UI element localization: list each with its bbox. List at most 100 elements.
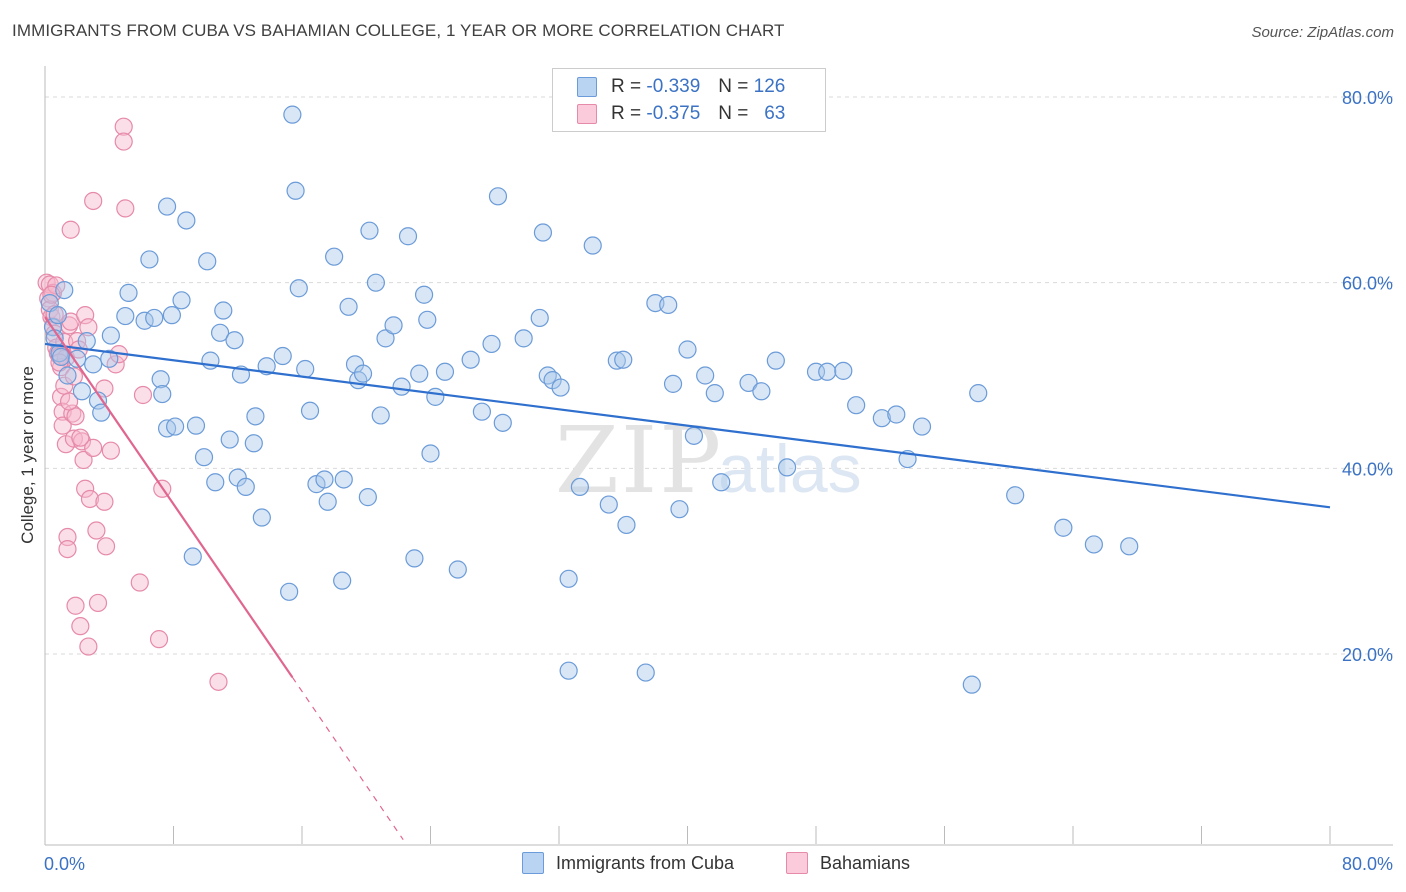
cuba-point [493, 413, 512, 432]
bahamians-point [74, 450, 93, 470]
cuba-point [766, 351, 785, 370]
cuba-point [225, 331, 244, 350]
cuba-point [962, 675, 981, 694]
cuba-point [339, 297, 358, 316]
cuba-point [614, 350, 633, 369]
bottom-legend-cuba: Immigrants from Cuba [522, 852, 734, 874]
cuba-point [257, 357, 276, 376]
cuba-point [151, 370, 170, 389]
cuba-point [617, 515, 636, 535]
cuba-point [353, 364, 373, 383]
bahamians-point [64, 367, 84, 386]
cuba-point [435, 362, 455, 381]
cuba-point [88, 391, 108, 410]
n-value: 126 [753, 76, 786, 97]
bahamians-swatch [786, 852, 808, 874]
cuba-point [68, 349, 87, 368]
cuba-point [636, 663, 655, 682]
bahamians-point [88, 593, 108, 613]
bahamians-point [63, 404, 82, 423]
cuba-point [1054, 518, 1073, 537]
cuba-point [334, 470, 353, 489]
source-label: Source: ZipAtlas.com [1251, 24, 1394, 41]
cuba-point [670, 500, 689, 519]
cuba-point [166, 417, 185, 436]
bahamians-point [71, 617, 90, 636]
cuba-point [286, 181, 305, 200]
cuba-point [705, 384, 724, 403]
bahamians-point [133, 385, 153, 405]
tick-labels: 20.0% 40.0% 60.0% 80.0% 0.0% 80.0% [44, 88, 1393, 874]
cuba-point [153, 384, 172, 404]
cuba-point [1120, 537, 1139, 556]
x-tick-label: 0.0% [44, 854, 85, 874]
cuba-point [912, 417, 932, 436]
bahamians-point [130, 573, 149, 592]
cuba-point [172, 291, 191, 310]
legend-label-bahamians: Bahamians [820, 852, 911, 873]
cuba-point [84, 355, 103, 374]
cuba-point [358, 488, 377, 507]
cuba-point [101, 326, 120, 345]
cuba-point [410, 364, 429, 383]
cuba-point [514, 329, 533, 348]
cuba-point [818, 362, 837, 381]
cuba-point [421, 444, 440, 463]
bahamians-point [80, 489, 100, 509]
cuba-point [183, 547, 202, 566]
cuba-point [418, 310, 437, 329]
cuba-point [77, 332, 96, 351]
bahamians-point [66, 596, 85, 615]
y-tick-label: 80.0% [1342, 88, 1393, 108]
cuba-point [559, 569, 578, 588]
cuba-point [289, 279, 308, 298]
cuba-point [325, 247, 344, 266]
bahamians-point [101, 441, 120, 460]
bahamians-point [95, 492, 114, 511]
cuba-point [283, 105, 302, 124]
cuba-point [659, 295, 678, 315]
cuba-point [1006, 486, 1025, 505]
cuba-point [752, 382, 771, 401]
cuba-point [371, 406, 390, 425]
gridlines [45, 96, 1393, 655]
bahamians-point [79, 318, 98, 337]
cuba-point [607, 351, 626, 370]
axes [44, 66, 1393, 846]
correlation-legend: R = -0.339 N = 126 R = -0.375 N = 63 [552, 68, 826, 132]
n-label: N = [718, 76, 749, 97]
cuba-point [663, 374, 683, 393]
y-tick-label: 40.0% [1342, 459, 1393, 479]
bahamians-point [61, 220, 80, 239]
cuba-point [246, 407, 265, 426]
cuba-point [482, 334, 501, 354]
cuba-point [739, 373, 758, 393]
cuba-point [887, 405, 906, 424]
cuba-point [969, 384, 988, 403]
cuba-swatch [522, 852, 544, 874]
y-tick-label: 20.0% [1342, 645, 1393, 665]
watermark: ZIP atlas [555, 407, 862, 514]
cuba-point [583, 236, 602, 255]
cuba-point [570, 477, 589, 496]
r-value: -0.375 [646, 103, 701, 124]
cuba-point [157, 197, 177, 216]
bahamians-point [87, 521, 106, 540]
cuba-point [376, 329, 395, 348]
cuba-point [252, 508, 271, 527]
cuba-point [530, 308, 549, 328]
cuba-trend-line [44, 342, 1331, 509]
cuba-point [220, 430, 239, 449]
cuba-point [300, 401, 320, 420]
cuba-point [72, 382, 92, 401]
cuba-point [119, 283, 138, 302]
cuba-point [559, 661, 578, 680]
cuba-point [318, 492, 337, 511]
r-label: R = [611, 103, 642, 124]
legend-row-cuba: R = -0.339 N = 126 [577, 74, 785, 100]
bahamians-trend-extension [291, 676, 404, 841]
bahamians-point [149, 630, 169, 649]
cuba-point [51, 347, 71, 367]
cuba-point [551, 378, 570, 397]
